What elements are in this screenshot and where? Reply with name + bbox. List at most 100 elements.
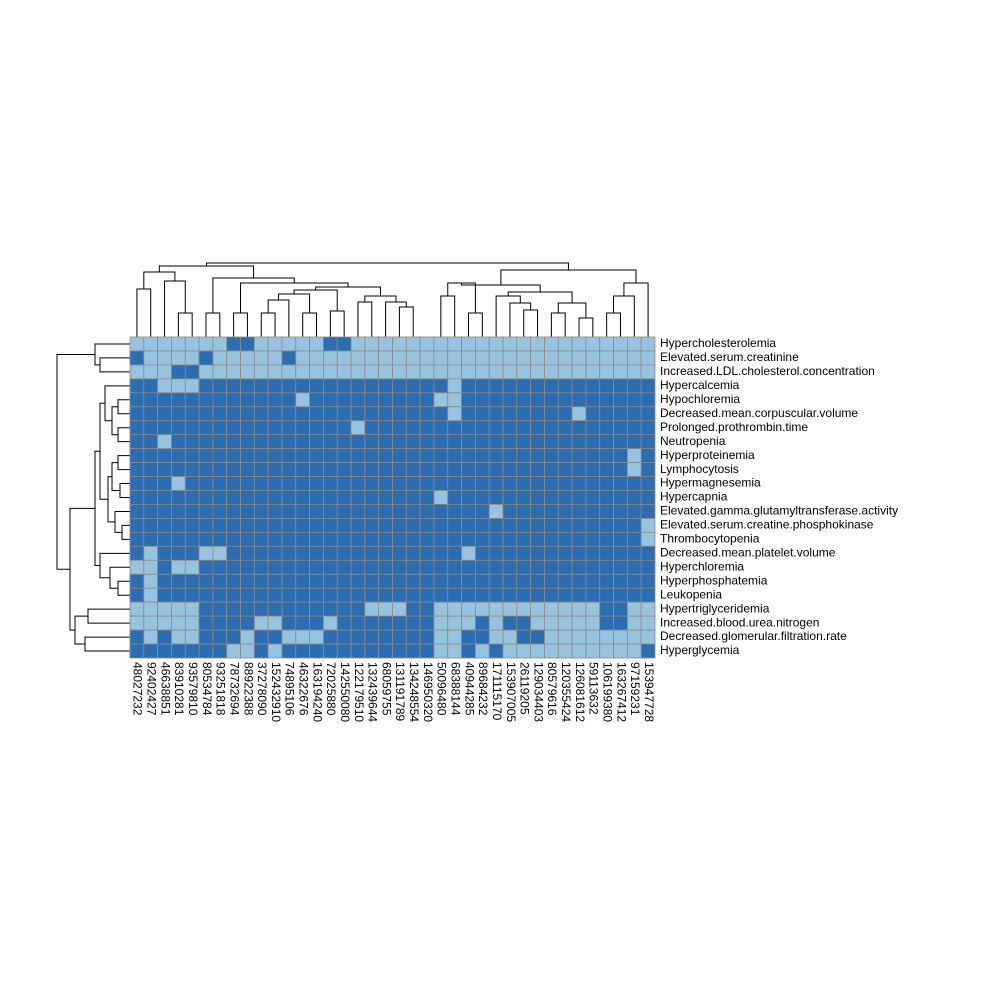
- heatmap-cell: [599, 406, 614, 422]
- heatmap-cell: [392, 518, 407, 533]
- heatmap-cell: [433, 434, 449, 450]
- heatmap-cell: [488, 406, 504, 422]
- heatmap-cell: [364, 336, 380, 352]
- heatmap-cell: [198, 350, 214, 366]
- heatmap-cell: [323, 364, 338, 380]
- heatmap-cell: [461, 531, 476, 547]
- heatmap-cell: [392, 350, 407, 366]
- heatmap-cell: [640, 615, 656, 631]
- heatmap-cell: [544, 587, 559, 603]
- heatmap-cell: [557, 601, 573, 617]
- heatmap-cell: [323, 490, 338, 505]
- heatmap-cell: [557, 615, 573, 631]
- heatmap-cell: [405, 350, 421, 366]
- heatmap-cell: [516, 336, 532, 352]
- heatmap-cell: [474, 476, 490, 491]
- heatmap-cell: [212, 601, 228, 617]
- heatmap-cell: [295, 462, 311, 477]
- heatmap-cell: [336, 629, 352, 645]
- heatmap-cell: [364, 476, 380, 491]
- heatmap-cell: [171, 643, 186, 659]
- heatmap-cell: [157, 629, 172, 645]
- heatmap-cell: [640, 504, 656, 519]
- heatmap-cell: [557, 531, 573, 547]
- dendrogram-branch: [87, 608, 130, 624]
- heatmap-cell: [626, 448, 642, 464]
- column-label: 122179510: [352, 662, 366, 722]
- heatmap-cell: [461, 629, 476, 645]
- heatmap-cell: [336, 476, 352, 491]
- heatmap-cell: [364, 545, 380, 561]
- heatmap-cell: [295, 601, 311, 617]
- heatmap-cell: [184, 476, 200, 491]
- heatmap-cell: [405, 601, 421, 617]
- heatmap-cell: [336, 601, 352, 617]
- heatmap-cell: [626, 420, 642, 436]
- heatmap-cell: [378, 392, 393, 408]
- heatmap-cell: [323, 573, 338, 589]
- row-label: Elevated.gamma.glutamyltransferase.activ…: [660, 504, 898, 518]
- heatmap-cell: [309, 448, 324, 464]
- dendrogram-branch: [440, 295, 456, 337]
- heatmap-cell: [129, 643, 145, 659]
- heatmap-cell: [309, 587, 324, 603]
- heatmap-cell: [530, 504, 545, 519]
- heatmap-cell: [544, 350, 559, 366]
- heatmap-cell: [323, 336, 338, 352]
- heatmap-cell: [405, 378, 421, 394]
- heatmap-cell: [544, 462, 559, 477]
- dendrogram-branch: [99, 357, 130, 373]
- heatmap-cell: [198, 476, 214, 491]
- heatmap-cell: [516, 601, 532, 617]
- heatmap-cell: [474, 559, 490, 575]
- heatmap-cell: [171, 378, 186, 394]
- heatmap-cell: [323, 518, 338, 533]
- heatmap-cell: [212, 490, 228, 505]
- heatmap-cell: [599, 545, 614, 561]
- heatmap-cell: [240, 434, 255, 450]
- heatmap-cell: [544, 420, 559, 436]
- heatmap-cell: [613, 434, 628, 450]
- heatmap-cell: [447, 559, 462, 575]
- heatmap-cell: [336, 448, 352, 464]
- heatmap-cell: [599, 336, 614, 352]
- heatmap-cell: [530, 587, 545, 603]
- heatmap-cell: [447, 601, 462, 617]
- dendrogram-branch: [117, 455, 130, 471]
- heatmap-cell: [557, 629, 573, 645]
- heatmap-cell: [129, 531, 145, 547]
- heatmap-cell: [544, 643, 559, 659]
- heatmap-cell: [226, 587, 241, 603]
- heatmap-cell: [392, 601, 407, 617]
- heatmap-cell: [350, 364, 366, 380]
- heatmap-cell: [599, 476, 614, 491]
- heatmap-cell: [143, 615, 159, 631]
- heatmap-cell: [447, 378, 462, 394]
- heatmap-cell: [392, 531, 407, 547]
- column-label: 68059755: [379, 662, 393, 716]
- row-label: Hyperproteinemia: [660, 448, 755, 462]
- heatmap-cell: [226, 364, 241, 380]
- heatmap-cell: [474, 420, 490, 436]
- heatmap-cell: [488, 601, 504, 617]
- heatmap-cell: [240, 601, 255, 617]
- heatmap-cell: [571, 434, 587, 450]
- heatmap-cell: [143, 490, 159, 505]
- heatmap-cell: [516, 364, 532, 380]
- heatmap-cell: [226, 545, 241, 561]
- heatmap-cell: [544, 531, 559, 547]
- heatmap-cell: [143, 392, 159, 408]
- heatmap-cell: [267, 476, 283, 491]
- heatmap-cell: [157, 518, 172, 533]
- heatmap-cell: [585, 336, 601, 352]
- heatmap-cell: [253, 420, 269, 436]
- heatmap-cell: [212, 462, 228, 477]
- heatmap-cell: [461, 615, 476, 631]
- heatmap-cell: [419, 448, 435, 464]
- heatmap-cell: [626, 545, 642, 561]
- heatmap-cell: [530, 559, 545, 575]
- heatmap-cell: [530, 490, 545, 505]
- heatmap-cell: [253, 545, 269, 561]
- heatmap-cell: [281, 629, 297, 645]
- dendrogram-branch: [164, 280, 186, 337]
